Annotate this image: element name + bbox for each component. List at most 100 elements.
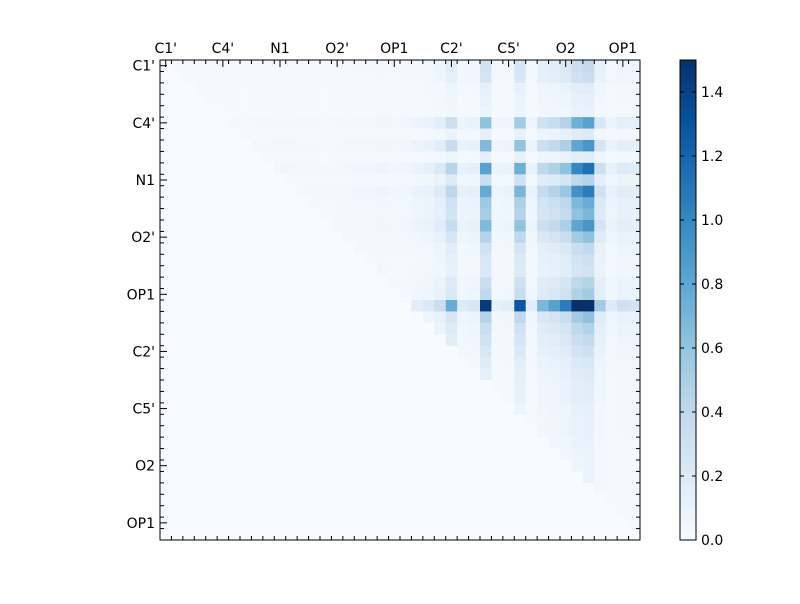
heatmap-cell	[617, 117, 629, 129]
heatmap-cell	[285, 517, 298, 529]
heatmap-cell	[297, 471, 309, 484]
heatmap-cell	[365, 242, 378, 255]
heatmap-cell	[182, 334, 195, 347]
heatmap-cell	[422, 140, 435, 152]
heatmap-cell	[457, 414, 469, 427]
heatmap-cell	[525, 220, 538, 232]
heatmap-cell	[605, 505, 618, 518]
heatmap-cell	[320, 471, 332, 484]
heatmap-cell	[537, 517, 549, 529]
heatmap-cell	[422, 277, 435, 289]
heatmap-cell	[514, 402, 527, 415]
heatmap-cell	[228, 197, 241, 209]
heatmap-cell	[262, 128, 275, 141]
heatmap-cell	[560, 162, 572, 175]
heatmap-cell	[274, 380, 287, 392]
heatmap-cell	[491, 448, 504, 461]
heatmap-cell	[182, 425, 195, 438]
heatmap-cell	[377, 345, 389, 358]
heatmap-cell	[525, 300, 538, 312]
heatmap-cell	[468, 448, 481, 461]
heatmap-cell	[457, 185, 469, 198]
heatmap-cell	[400, 60, 412, 72]
heatmap-cell	[411, 288, 424, 301]
heatmap-cell	[594, 494, 607, 507]
heatmap-cell	[537, 162, 549, 175]
heatmap-cell	[171, 494, 184, 507]
heatmap-cell	[308, 311, 321, 324]
heatmap-cell	[400, 208, 412, 221]
heatmap-cell	[388, 242, 401, 255]
heatmap-cell	[491, 140, 504, 152]
heatmap-cell	[594, 471, 607, 484]
heatmap-cell	[445, 368, 458, 381]
heatmap-cell	[537, 231, 549, 244]
heatmap-cell	[582, 300, 595, 312]
heatmap-cell	[285, 357, 298, 369]
heatmap-cell	[411, 117, 424, 129]
heatmap-cell	[457, 128, 469, 141]
heatmap-cell	[320, 334, 332, 347]
heatmap-cell	[297, 82, 309, 95]
heatmap-cell	[240, 60, 252, 72]
heatmap-cell	[525, 460, 538, 472]
heatmap-cell	[411, 60, 424, 72]
heatmap-cell	[308, 220, 321, 232]
heatmap-cell	[354, 437, 367, 449]
heatmap-cell	[480, 174, 492, 187]
heatmap-cell	[537, 220, 549, 232]
heatmap-cell	[617, 357, 629, 369]
heatmap-cell	[354, 517, 367, 529]
heatmap-cell	[251, 82, 264, 95]
heatmap-cell	[365, 437, 378, 449]
heatmap-cell	[194, 162, 207, 175]
heatmap-cell	[571, 94, 584, 107]
heatmap-cell	[240, 71, 252, 84]
heatmap-cell	[251, 357, 264, 369]
heatmap-cell	[320, 71, 332, 84]
heatmap-cell	[308, 82, 321, 95]
heatmap-cell	[240, 140, 252, 152]
heatmap-cell	[320, 231, 332, 244]
heatmap-cell	[628, 505, 641, 518]
heatmap-cell	[297, 391, 309, 404]
heatmap-cell	[457, 82, 469, 95]
heatmap-cell	[491, 300, 504, 312]
heatmap-cell	[160, 357, 172, 369]
heatmap-cell	[537, 322, 549, 335]
heatmap-cell	[262, 380, 275, 392]
heatmap-cell	[571, 357, 584, 369]
heatmap-cell	[571, 460, 584, 472]
heatmap-cell	[605, 460, 618, 472]
heatmap-cell	[434, 82, 447, 95]
heatmap-cell	[628, 94, 641, 107]
heatmap-cell	[582, 517, 595, 529]
heatmap-cell	[342, 414, 355, 427]
heatmap-cell	[605, 425, 618, 438]
heatmap-cell	[240, 505, 252, 518]
heatmap-cell	[182, 71, 195, 84]
heatmap-cell	[468, 265, 481, 278]
heatmap-cell	[457, 380, 469, 392]
heatmap-cell	[537, 482, 549, 495]
heatmap-cell	[548, 140, 561, 152]
heatmap-cell	[582, 460, 595, 472]
heatmap-cell	[388, 174, 401, 187]
heatmap-cell	[342, 425, 355, 438]
heatmap-cell	[537, 71, 549, 84]
heatmap-cell	[514, 391, 527, 404]
heatmap-cell	[400, 277, 412, 289]
heatmap-cell	[228, 71, 241, 84]
heatmap-cell	[377, 231, 389, 244]
heatmap-cell	[365, 128, 378, 141]
heatmap-cell	[377, 402, 389, 415]
heatmap-cell	[228, 448, 241, 461]
heatmap-cell	[297, 220, 309, 232]
heatmap-cell	[228, 391, 241, 404]
heatmap-cell	[308, 471, 321, 484]
heatmap-cell	[445, 528, 458, 541]
heatmap-cell	[320, 105, 332, 118]
heatmap-cell	[434, 174, 447, 187]
